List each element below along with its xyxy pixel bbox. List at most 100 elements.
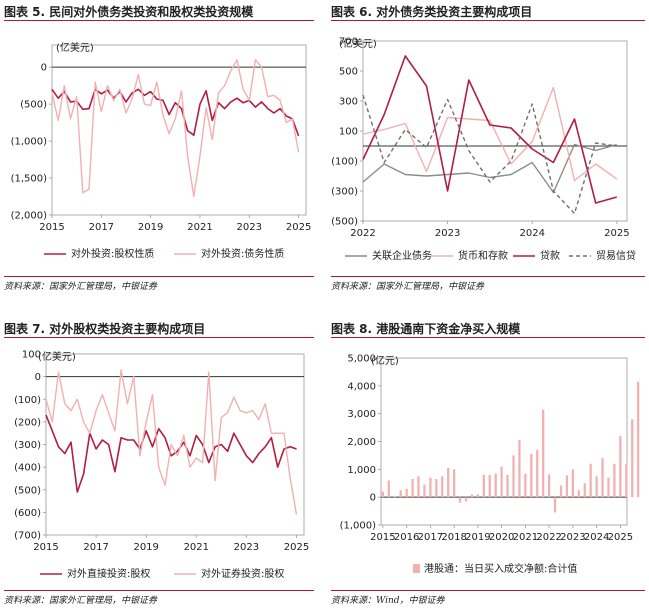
bar [524, 473, 527, 498]
x-tick-label: 2021 [187, 222, 212, 233]
y-tick-label: 3,000 [347, 409, 376, 420]
bar [441, 476, 444, 498]
bar [500, 466, 503, 498]
bar [619, 435, 622, 498]
y-tick-label: (400) [14, 463, 41, 474]
bar [488, 474, 491, 498]
series-line [45, 414, 297, 493]
series-line [51, 59, 300, 198]
figure-8-chart: (亿元)5,0004,0003,0002,0001,0000(1,000)201… [340, 354, 640, 575]
figure-7: 图表 7. 对外股权类投资主要构成项目 (亿美元) 100 0 (100) (200) (… [4, 320, 314, 608]
x-tick-label: 2025 [284, 542, 309, 553]
x-tick-label: 2025 [608, 532, 633, 543]
bar [435, 479, 438, 498]
x-tick-label: 2023 [237, 222, 262, 233]
y-tick-label: 0 [370, 493, 376, 504]
figure-5-source: 资料来源：国家外汇管理局，中银证券 [4, 282, 158, 292]
x-tick-label: 2019 [138, 222, 163, 233]
bar [399, 490, 402, 498]
y-tick-label: (1,500) [11, 174, 48, 185]
x-tick-label: 2023 [435, 228, 460, 239]
y-unit-label: (亿元) [371, 354, 399, 367]
figure-6-source: 资料来源：国家外汇管理局，中银证券 [331, 282, 485, 292]
x-tick-label: 2016 [394, 532, 419, 543]
legend-label: 对外投资:股权性质 [71, 247, 154, 260]
bar [393, 496, 396, 498]
legend-label: 关联企业债务 [372, 249, 432, 262]
figure-7-title: 图表 7. 对外股权类投资主要构成项目 [4, 322, 206, 336]
figure-8-source: 资料来源：Wind，中银证券 [331, 596, 445, 606]
y-tick-label: (1,000) [340, 521, 377, 532]
x-tick-label: 2015 [33, 542, 58, 553]
bar [595, 476, 598, 498]
bar [512, 455, 515, 498]
x-tick-label: 2017 [89, 222, 114, 233]
x-tick-label: 2020 [489, 532, 514, 543]
x-tick-label: 2017 [83, 542, 108, 553]
figure-6-title: 图表 6. 对外债务类投资主要构成项目 [331, 5, 533, 19]
figure-7-title-rule [4, 337, 314, 338]
bar [423, 484, 426, 498]
bar [553, 497, 557, 513]
bar [464, 497, 468, 502]
series-line [45, 369, 298, 515]
y-tick-label: 0 [35, 372, 41, 383]
y-unit-label: (亿美元) [339, 37, 377, 50]
bar [625, 463, 628, 498]
y-tick-label: (500) [20, 100, 47, 111]
bar [589, 463, 592, 498]
y-unit-label: (亿美元) [38, 350, 76, 363]
figure-6-title-rule [331, 20, 645, 21]
figure-8: 图表 8. 港股通南下资金净买入规模 (亿元) 5,000 4,000 3,000 2,… [331, 320, 645, 608]
figure-8-source-rule [331, 590, 645, 591]
figure-6-chart: (亿美元)700 500 300 100 (100) (300) (500)2022 2023… [331, 37, 636, 263]
y-tick-label: (2,000) [11, 211, 48, 222]
legend-label: 港股通：当日买入成交净额:合计值 [424, 562, 577, 575]
y-tick-label: 100 [22, 350, 41, 361]
x-tick-label: 2015 [39, 222, 64, 233]
bar [458, 497, 462, 503]
bar [565, 475, 569, 498]
bar [518, 440, 521, 498]
x-tick-label: 2023 [560, 532, 585, 543]
x-tick-label: 2025 [604, 228, 629, 239]
legend-label: 对外直接投资:股权 [67, 567, 150, 580]
y-tick-label: (500) [331, 217, 358, 228]
legend-label: 货币和存款 [458, 249, 508, 262]
x-tick-label: 2025 [286, 222, 311, 233]
figure-5: 图表 5. 民间对外债务类投资和股权类投资规模 (亿美元) 0 (500) (1,00… [4, 3, 314, 298]
y-tick-label: (100) [14, 395, 41, 406]
x-tick-label: 2024 [584, 532, 609, 543]
y-tick-label: 100 [339, 127, 358, 138]
x-tick-label: 2015 [370, 532, 395, 543]
bar [542, 409, 545, 498]
y-tick-label: 5,000 [347, 354, 376, 365]
bar [613, 463, 616, 498]
y-tick-label: (700) [14, 531, 41, 542]
legend-label: 贸易信贷 [596, 249, 636, 262]
figure-7-chart: (亿美元)100 0 (100) (200) (300) (400) (500) (600) (… [14, 350, 309, 581]
figure-8-title-rule [331, 337, 645, 338]
y-unit-label: (亿美元) [56, 41, 94, 54]
bar [577, 490, 580, 498]
bar [453, 469, 456, 498]
series-line [51, 88, 300, 137]
bar [429, 477, 432, 498]
bar [381, 491, 385, 498]
y-tick-label: (300) [331, 187, 358, 198]
x-tick-label: 2021 [513, 532, 538, 543]
series-line [362, 55, 618, 204]
x-tick-label: 2018 [441, 532, 466, 543]
x-tick-label: 2021 [184, 542, 209, 553]
x-tick-label: 2019 [465, 532, 490, 543]
figure-7-source: 资料来源：国家外汇管理局，中银证券 [4, 596, 158, 606]
bar [506, 474, 509, 498]
y-tick-label: (500) [14, 485, 41, 496]
y-tick-label: (200) [14, 417, 41, 428]
bar [536, 449, 539, 498]
y-tick-label: (600) [14, 508, 41, 519]
bar [470, 494, 474, 498]
y-tick-label: 0 [41, 63, 47, 74]
legend-swatch [413, 564, 420, 573]
bar [411, 479, 414, 498]
